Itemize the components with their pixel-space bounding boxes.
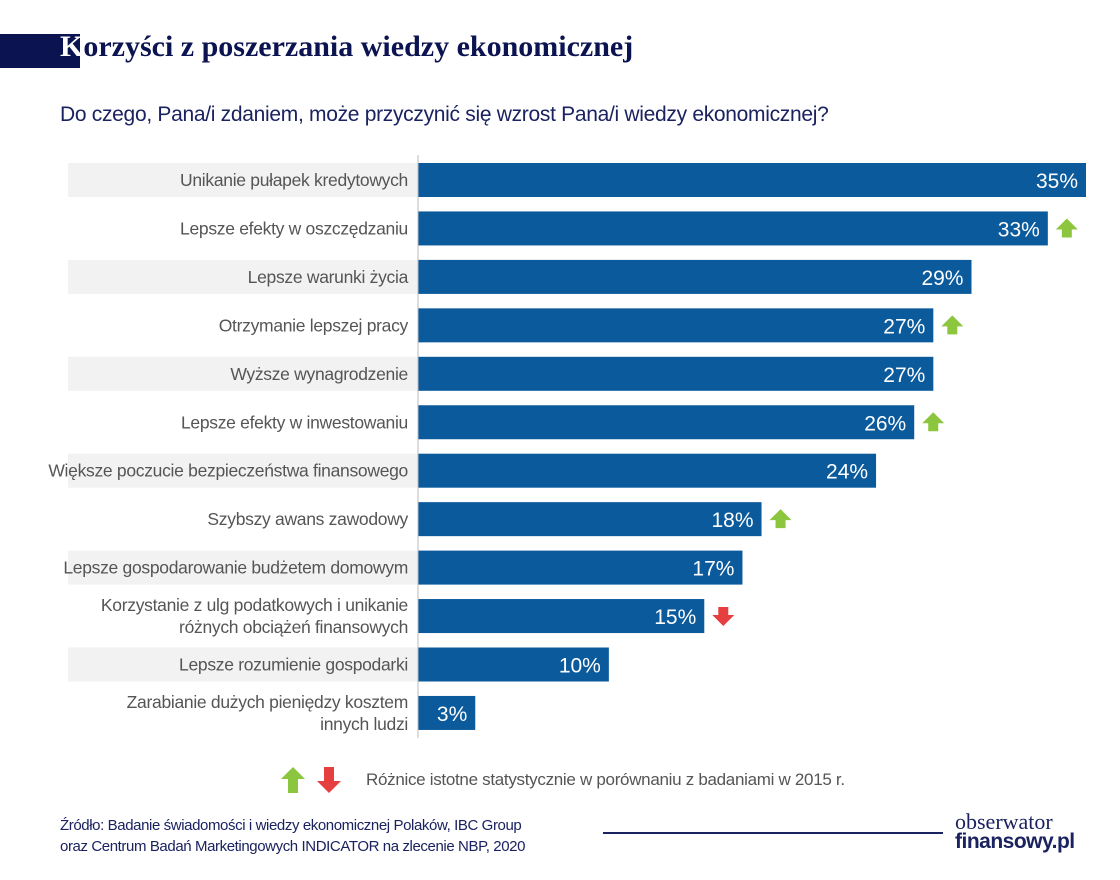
data-label: 35%: [1036, 170, 1078, 193]
category-label-line: Większe poczucie bezpieczeństwa finansow…: [48, 461, 408, 481]
data-label: 29%: [921, 267, 963, 290]
category-label: Szybszy awans zawodowy: [207, 509, 408, 529]
arrow-up-icon: [922, 412, 945, 432]
label-band: [68, 356, 418, 391]
bar: [418, 647, 609, 682]
bar: [418, 453, 877, 488]
category-label-line: różnych obciążeń finansowych: [179, 617, 408, 637]
logo: obserwator finansowy.pl: [955, 809, 1075, 853]
category-label-line: Otrzymanie lepszej pracy: [219, 315, 409, 335]
category-label: Zarabianie dużych pieniędzy kosztem innyc…: [127, 692, 408, 734]
category-label: Lepsze efekty w inwestowaniu: [181, 412, 408, 432]
category-label: Korzystanie z ulg podatkowych i unikanie…: [101, 595, 408, 637]
category-label: Większe poczucie bezpieczeństwa finansow…: [48, 461, 408, 481]
page-title: Korzyści z poszerzania wiedzy ekonomiczn…: [60, 30, 633, 64]
arrow-down-icon: [317, 767, 341, 793]
data-label: 17%: [692, 558, 734, 581]
category-label: Lepsze efekty w oszczędzaniu: [180, 218, 408, 238]
category-label-line: Zarabianie dużych pieniędzy kosztem: [127, 692, 408, 712]
bar: [418, 163, 1086, 197]
bar: [418, 308, 934, 343]
category-label: Unikanie pułapek kredytowych: [180, 170, 408, 190]
bar: [418, 599, 705, 634]
data-label: 27%: [883, 315, 925, 338]
category-label-line: Unikanie pułapek kredytowych: [180, 170, 408, 190]
title-rest: orzyści z poszerzania wiedzy ekonomiczne…: [83, 30, 634, 63]
label-band: [68, 647, 418, 682]
legend-text: Różnice istotne statystycznie w porównan…: [366, 770, 845, 789]
category-label-line: Lepsze efekty w inwestowaniu: [181, 412, 408, 432]
category-label-line: Szybszy awans zawodowy: [207, 509, 408, 529]
data-label: 33%: [998, 218, 1040, 241]
legend: Różnice istotne statystycznie w porównan…: [280, 766, 845, 794]
data-label: 3%: [437, 703, 467, 726]
arrow-up-icon: [1055, 218, 1078, 238]
arrow-down-icon: [712, 607, 735, 627]
footer-divider: [603, 832, 943, 834]
arrow-up-icon: [941, 315, 964, 335]
data-label: 26%: [864, 412, 906, 435]
arrow-up-icon: [769, 509, 792, 529]
category-label-line: Wyższe wynagrodzenie: [230, 364, 408, 384]
source-line-2: oraz Centrum Badań Marketingowych INDICA…: [60, 838, 526, 855]
category-label-line: Lepsze efekty w oszczędzaniu: [180, 218, 408, 238]
bar: [418, 356, 934, 391]
bar: [418, 695, 476, 730]
data-label: 27%: [883, 364, 925, 387]
logo-line-1: obserwator: [955, 809, 1053, 834]
category-label-line: Lepsze warunki życia: [248, 267, 409, 287]
label-band: [68, 550, 418, 585]
bar: [418, 550, 743, 585]
data-label: 15%: [654, 606, 696, 629]
bar: [418, 259, 972, 294]
data-label: 10%: [559, 655, 601, 678]
bar-chart: Unikanie pułapek kredytowych 35% Lepsze ef…: [48, 155, 1086, 738]
data-label: 18%: [712, 509, 754, 532]
category-label: Wyższe wynagrodzenie: [230, 364, 408, 384]
label-band: [68, 453, 418, 488]
category-label-line: Korzystanie z ulg podatkowych i unikanie: [101, 595, 408, 615]
category-label: Otrzymanie lepszej pracy: [219, 315, 409, 335]
data-label: 24%: [826, 461, 868, 484]
bar: [418, 405, 915, 440]
label-band: [68, 163, 418, 197]
chart-subtitle: Do czego, Pana/i zdaniem, może przyczyni…: [60, 103, 829, 126]
category-label: Lepsze gospodarowanie budżetem domowym: [63, 558, 408, 578]
category-label: Lepsze rozumienie gospodarki: [179, 655, 408, 675]
title-accent-block: [0, 34, 80, 68]
label-band: [68, 259, 418, 294]
bar: [418, 502, 762, 537]
category-label-line: Lepsze gospodarowanie budżetem domowym: [63, 558, 408, 578]
source-note: Źródło: Badanie świadomości i wiedzy eko…: [60, 815, 525, 857]
arrow-up-icon: [281, 767, 305, 793]
title-first-letter: K: [60, 30, 84, 63]
category-label: Lepsze warunki życia: [248, 267, 409, 287]
source-line-1: Źródło: Badanie świadomości i wiedzy eko…: [60, 817, 522, 834]
bar: [418, 211, 1048, 246]
category-label-line: Lepsze rozumienie gospodarki: [179, 655, 408, 675]
logo-line-2: finansowy.pl: [955, 830, 1075, 853]
category-label-line: innych ludzi: [320, 714, 408, 734]
